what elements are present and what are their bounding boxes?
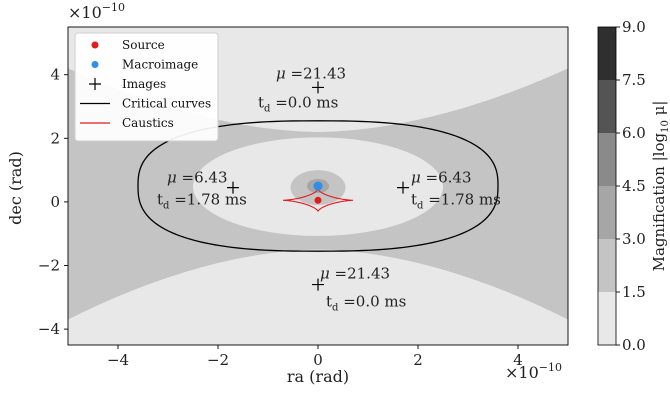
legend-entry: Macroimage — [91, 58, 198, 72]
colorbar-tick-label: 4.5 — [622, 177, 646, 195]
x-scale-factor: ×10−10 — [505, 361, 562, 382]
colorbar: 0.0 1.5 3.0 4.5 6.0 7.5 9.0 Magnification |log… — [597, 18, 670, 354]
x-tick-label: −2 — [207, 351, 229, 369]
y-tick-label: −4 — [38, 320, 60, 338]
source-marker — [314, 196, 322, 204]
colorbar-level-block — [598, 186, 616, 239]
legend-entry: Images — [89, 77, 166, 91]
colorbar-tick-label: 0.0 — [622, 336, 646, 354]
image-plus-marker — [312, 81, 324, 94]
y-tick-label: 2 — [50, 129, 60, 147]
y-axis-ticks: −4 −2 0 2 4 — [38, 66, 68, 338]
colorbar-tick-label: 7.5 — [622, 71, 646, 89]
colorbar-level-block — [598, 133, 616, 186]
legend-box — [74, 32, 219, 142]
image-time-delay-label: td =0.0 ms — [326, 293, 406, 314]
macroimage-marker — [313, 181, 323, 191]
image-magnification-label: μ =21.43 — [320, 265, 390, 283]
colorbar-tick-label: 6.0 — [622, 124, 646, 142]
colorbar-level-block — [598, 80, 616, 133]
legend-entry: Caustics — [80, 116, 174, 130]
y-tick-label: 0 — [50, 193, 60, 211]
x-axis-ticks: −4 −2 0 2 4 — [107, 345, 523, 369]
x-axis-label: ra (rad) — [287, 367, 349, 386]
x-tick-label: 4 — [513, 351, 523, 369]
image-magnification-label: μ =6.43 — [411, 169, 472, 187]
colorbar-tick-label: 1.5 — [622, 283, 646, 301]
image-magnification-label: μ =21.43 — [276, 64, 346, 82]
x-tick-label: 2 — [413, 351, 423, 369]
y-axis-label: dec (rad) — [6, 151, 25, 225]
image-marker: μ =21.43 td =0.0 ms — [312, 265, 406, 314]
legend-entry: Critical curves — [80, 97, 211, 111]
legend-label: Caustics — [122, 116, 174, 130]
legend-label: Source — [122, 38, 165, 52]
image-plus-marker — [227, 181, 239, 194]
legend-label: Macroimage — [122, 58, 198, 72]
colorbar-level-block — [598, 27, 616, 80]
image-time-delay-label: td =1.78 ms — [157, 191, 247, 212]
legend-plus-marker — [89, 78, 101, 90]
image-marker: μ =21.43 td =0.0 ms — [258, 64, 346, 114]
y-tick-label: −2 — [38, 257, 60, 275]
image-marker: μ =6.43 td =1.78 ms — [157, 169, 247, 212]
image-magnification-label: μ =6.43 — [167, 169, 228, 187]
colorbar-level-block — [598, 239, 616, 292]
legend-label: Critical curves — [122, 97, 211, 111]
legend-dot-marker — [91, 41, 99, 49]
image-marker: μ =6.43 td =1.78 ms — [397, 169, 501, 212]
legend-entry: Source — [91, 38, 165, 52]
caustic-curve — [283, 189, 353, 212]
image-time-delay-label: td =0.0 ms — [258, 93, 338, 114]
legend: Source Macroimage Images Critical curves Cau… — [74, 32, 219, 142]
image-plus-marker — [312, 278, 324, 291]
colorbar-label: Magnification |log10 μ| — [650, 101, 670, 272]
x-tick-label: −4 — [107, 351, 129, 369]
colorbar-tick-label: 3.0 — [622, 230, 646, 248]
critical-curve — [137, 120, 499, 252]
colorbar-tick-label: 9.0 — [622, 18, 646, 36]
legend-dot-marker — [91, 61, 99, 68]
legend-label: Images — [122, 77, 166, 91]
y-scale-factor: ×10−10 — [68, 1, 125, 22]
x-tick-label: 0 — [313, 351, 323, 369]
y-tick-label: 4 — [50, 66, 60, 84]
colorbar-level-block — [598, 292, 616, 345]
image-time-delay-label: td =1.78 ms — [411, 191, 501, 212]
image-plus-marker — [397, 181, 409, 194]
